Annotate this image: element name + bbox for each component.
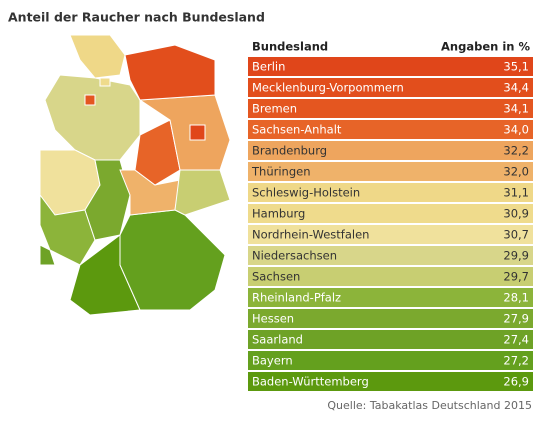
column-header: Bundesland [252,40,328,54]
row-label: Brandenburg [252,144,327,158]
row-label: Thüringen [251,165,310,179]
table-row [248,267,533,286]
table-row [248,141,533,160]
row-label: Baden-Württemberg [252,375,369,389]
table-row [248,162,533,181]
row-label: Hamburg [252,207,305,221]
row-label: Bayern [252,354,293,368]
table-row [248,183,533,202]
map-region [39,244,56,266]
table-row [248,288,533,307]
row-value: 31,1 [503,186,529,200]
table-row [248,204,533,223]
table-row [248,351,533,370]
row-label: Hessen [252,312,294,326]
row-label: Sachsen-Anhalt [252,123,342,137]
row-label: Niedersachsen [252,249,337,263]
row-label: Mecklenburg-Vorpommern [252,81,404,95]
row-value: 29,7 [503,270,529,284]
column-header: Angaben in % [441,40,530,54]
row-label: Bremen [252,102,297,116]
row-label: Saarland [252,333,303,347]
row-label: Sachsen [252,270,300,284]
row-value: 29,9 [503,249,529,263]
row-value: 34,4 [503,81,529,95]
map-region [189,124,206,141]
row-value: 35,1 [503,60,529,74]
map-region [39,193,96,266]
map-region [124,44,216,101]
table-row [248,372,533,391]
map-region [99,77,111,87]
table-row [248,57,533,76]
row-value: 28,1 [503,291,529,305]
table-row [248,225,533,244]
table-row [248,120,533,139]
chart-title: Anteil der Raucher nach Bundesland [8,10,265,25]
map-region [44,74,141,161]
row-label: Rheinland-Pfalz [252,291,341,305]
row-value: 32,2 [503,144,529,158]
map-region [134,119,181,186]
row-value: 30,9 [503,207,529,221]
table-row [248,309,533,328]
map-region [84,94,96,106]
map-region [84,159,131,241]
map-region [119,209,226,311]
row-value: 30,7 [503,228,529,242]
table-row [248,330,533,349]
row-label: Schleswig-Holstein [252,186,360,200]
table-row [248,246,533,265]
table-row [248,99,533,118]
row-value: 32,0 [503,165,529,179]
source: Quelle: Tabakatlas Deutschland 2015 [327,399,532,412]
row-value: 27,2 [503,354,529,368]
row-value: 27,4 [503,333,529,347]
row-label: Berlin [252,60,285,74]
table-row [248,78,533,97]
row-label: Nordrhein-Westfalen [252,228,369,242]
row-value: 34,1 [503,102,529,116]
row-value: 34,0 [503,123,529,137]
row-value: 26,9 [503,375,529,389]
map-region [69,34,126,79]
map-region [174,169,231,216]
row-value: 27,9 [503,312,529,326]
